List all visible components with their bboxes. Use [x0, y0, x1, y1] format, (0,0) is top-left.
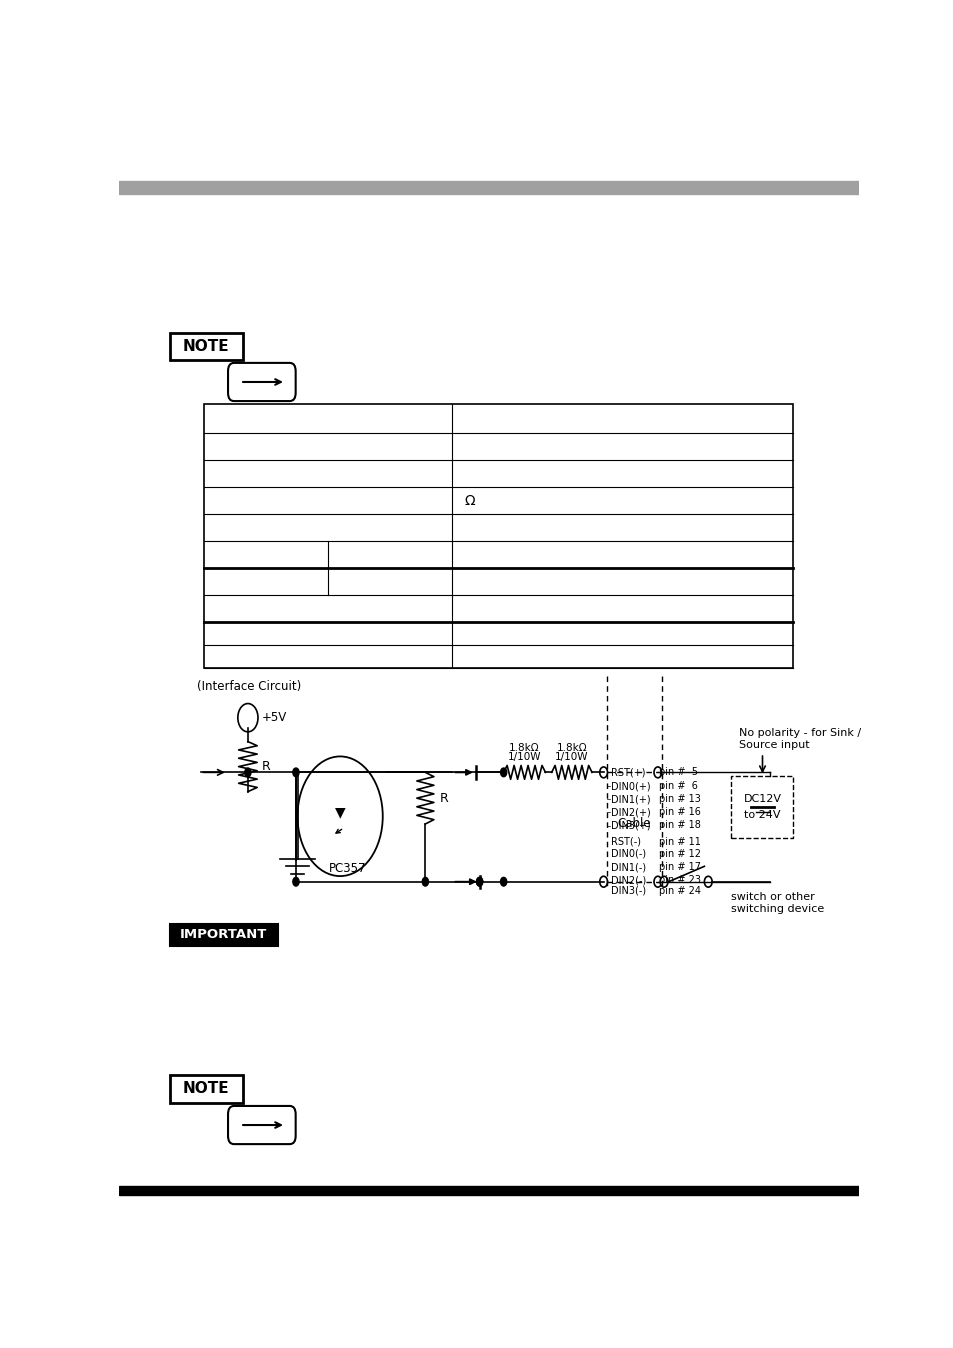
Text: 1.8kΩ: 1.8kΩ [509, 743, 539, 752]
Circle shape [500, 878, 506, 886]
Text: DIN1(-): DIN1(-) [611, 863, 646, 872]
Text: ▼: ▼ [335, 805, 345, 820]
Text: DIN3(-): DIN3(-) [611, 886, 646, 896]
Circle shape [500, 768, 506, 776]
Text: (Interface Circuit): (Interface Circuit) [196, 679, 301, 693]
Text: RST(-): RST(-) [611, 837, 640, 847]
Text: pin #  5: pin # 5 [659, 767, 698, 778]
Circle shape [599, 767, 607, 778]
Bar [204, 404, 793, 669]
Circle shape [703, 876, 711, 887]
Text: pin # 13: pin # 13 [659, 794, 700, 805]
Text: DIN0(+): DIN0(+) [611, 782, 650, 791]
Text: 1.8kΩ: 1.8kΩ [556, 743, 586, 752]
Text: pin # 17: pin # 17 [659, 863, 700, 872]
Text: switch or other: switch or other [731, 892, 815, 902]
Text: PC357: PC357 [329, 863, 366, 875]
Text: switching device: switching device [731, 905, 824, 914]
Text: DIN3(+): DIN3(+) [611, 821, 650, 830]
Text: NOTE: NOTE [183, 340, 230, 355]
Text: NOTE: NOTE [183, 1081, 230, 1096]
Text: pin # 18: pin # 18 [659, 821, 700, 830]
Text: pin # 23: pin # 23 [659, 875, 700, 886]
Text: R: R [439, 791, 448, 805]
Text: pin #  6: pin # 6 [659, 782, 698, 791]
Text: 1/10W: 1/10W [555, 752, 588, 762]
Text: pin # 12: pin # 12 [659, 849, 700, 859]
Circle shape [476, 878, 482, 886]
Text: DIN2(+): DIN2(+) [611, 807, 651, 817]
Bar [170, 925, 278, 945]
Text: IMPORTANT: IMPORTANT [180, 929, 267, 941]
Circle shape [293, 878, 298, 886]
Text: pin # 16: pin # 16 [659, 807, 700, 817]
Bar [119, 1186, 858, 1196]
Text: to 24V: to 24V [743, 810, 780, 820]
Bar [170, 1074, 243, 1103]
FancyBboxPatch shape [228, 363, 295, 402]
Text: Ω: Ω [464, 493, 475, 508]
Text: No polarity - for Sink /: No polarity - for Sink / [739, 728, 861, 739]
Circle shape [293, 768, 298, 776]
Circle shape [476, 878, 482, 886]
Circle shape [245, 768, 251, 776]
Text: DIN0(-): DIN0(-) [611, 849, 646, 859]
Bar [731, 776, 793, 838]
Text: DIN2(-): DIN2(-) [611, 875, 646, 886]
Text: R: R [261, 760, 271, 774]
FancyBboxPatch shape [228, 1105, 295, 1144]
Circle shape [422, 878, 428, 886]
Text: pin # 24: pin # 24 [659, 886, 700, 896]
Circle shape [599, 876, 607, 887]
Text: +5V: +5V [261, 712, 287, 724]
Circle shape [659, 876, 667, 887]
Text: DIN1(+): DIN1(+) [611, 794, 650, 805]
Bar [170, 333, 243, 360]
Text: DC12V: DC12V [742, 794, 781, 805]
Text: RST(+): RST(+) [611, 767, 645, 778]
Text: Source input: Source input [739, 740, 809, 751]
Bar [119, 181, 858, 194]
Circle shape [654, 767, 661, 778]
Text: 1/10W: 1/10W [507, 752, 540, 762]
Circle shape [654, 876, 661, 887]
Text: Cable: Cable [618, 817, 651, 830]
Text: pin # 11: pin # 11 [659, 837, 700, 847]
